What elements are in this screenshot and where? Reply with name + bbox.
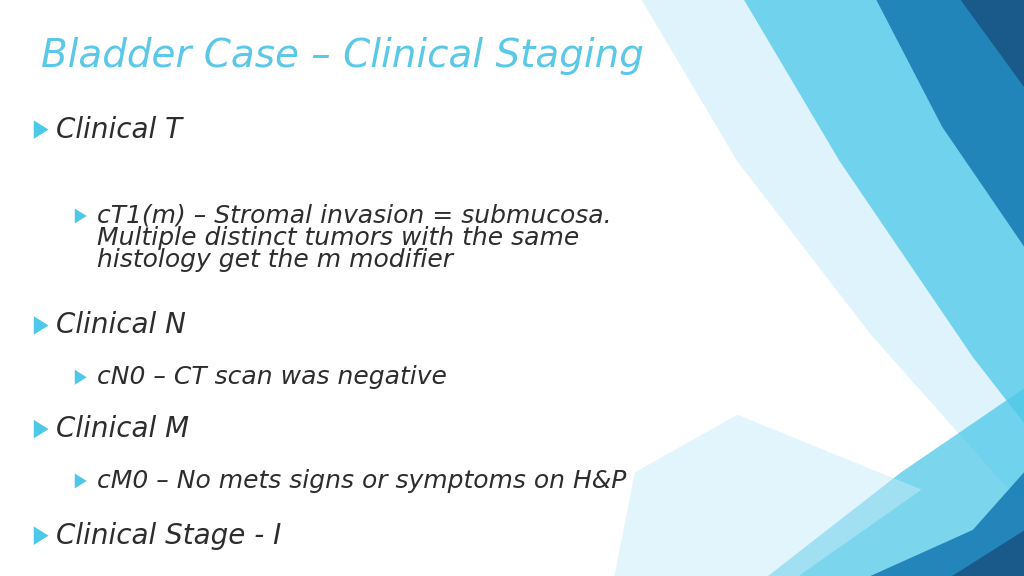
Text: Clinical Stage - I: Clinical Stage - I (56, 522, 282, 550)
Text: Bladder Case – Clinical Staging: Bladder Case – Clinical Staging (41, 37, 644, 75)
Text: histology get the m modifier: histology get the m modifier (97, 248, 454, 272)
Polygon shape (34, 526, 48, 545)
Polygon shape (870, 449, 1024, 576)
Text: cT1(m) – Stromal invasion = submucosa.: cT1(m) – Stromal invasion = submucosa. (97, 204, 612, 228)
Polygon shape (635, 0, 1024, 530)
Polygon shape (870, 0, 1024, 276)
Polygon shape (952, 0, 1024, 115)
Polygon shape (75, 473, 87, 488)
Polygon shape (614, 415, 922, 576)
Polygon shape (34, 316, 48, 335)
Text: cN0 – CT scan was negative: cN0 – CT scan was negative (97, 365, 447, 389)
Polygon shape (34, 120, 48, 139)
Polygon shape (952, 518, 1024, 576)
Text: Clinical N: Clinical N (56, 312, 186, 339)
Polygon shape (768, 374, 1024, 576)
Text: Multiple distinct tumors with the same: Multiple distinct tumors with the same (97, 226, 580, 250)
Text: Clinical T: Clinical T (56, 116, 182, 143)
Text: Clinical M: Clinical M (56, 415, 189, 443)
Text: cM0 – No mets signs or symptoms on H&P: cM0 – No mets signs or symptoms on H&P (97, 469, 627, 493)
Polygon shape (75, 209, 87, 223)
Polygon shape (737, 0, 1024, 449)
Polygon shape (34, 420, 48, 438)
Polygon shape (75, 370, 87, 385)
